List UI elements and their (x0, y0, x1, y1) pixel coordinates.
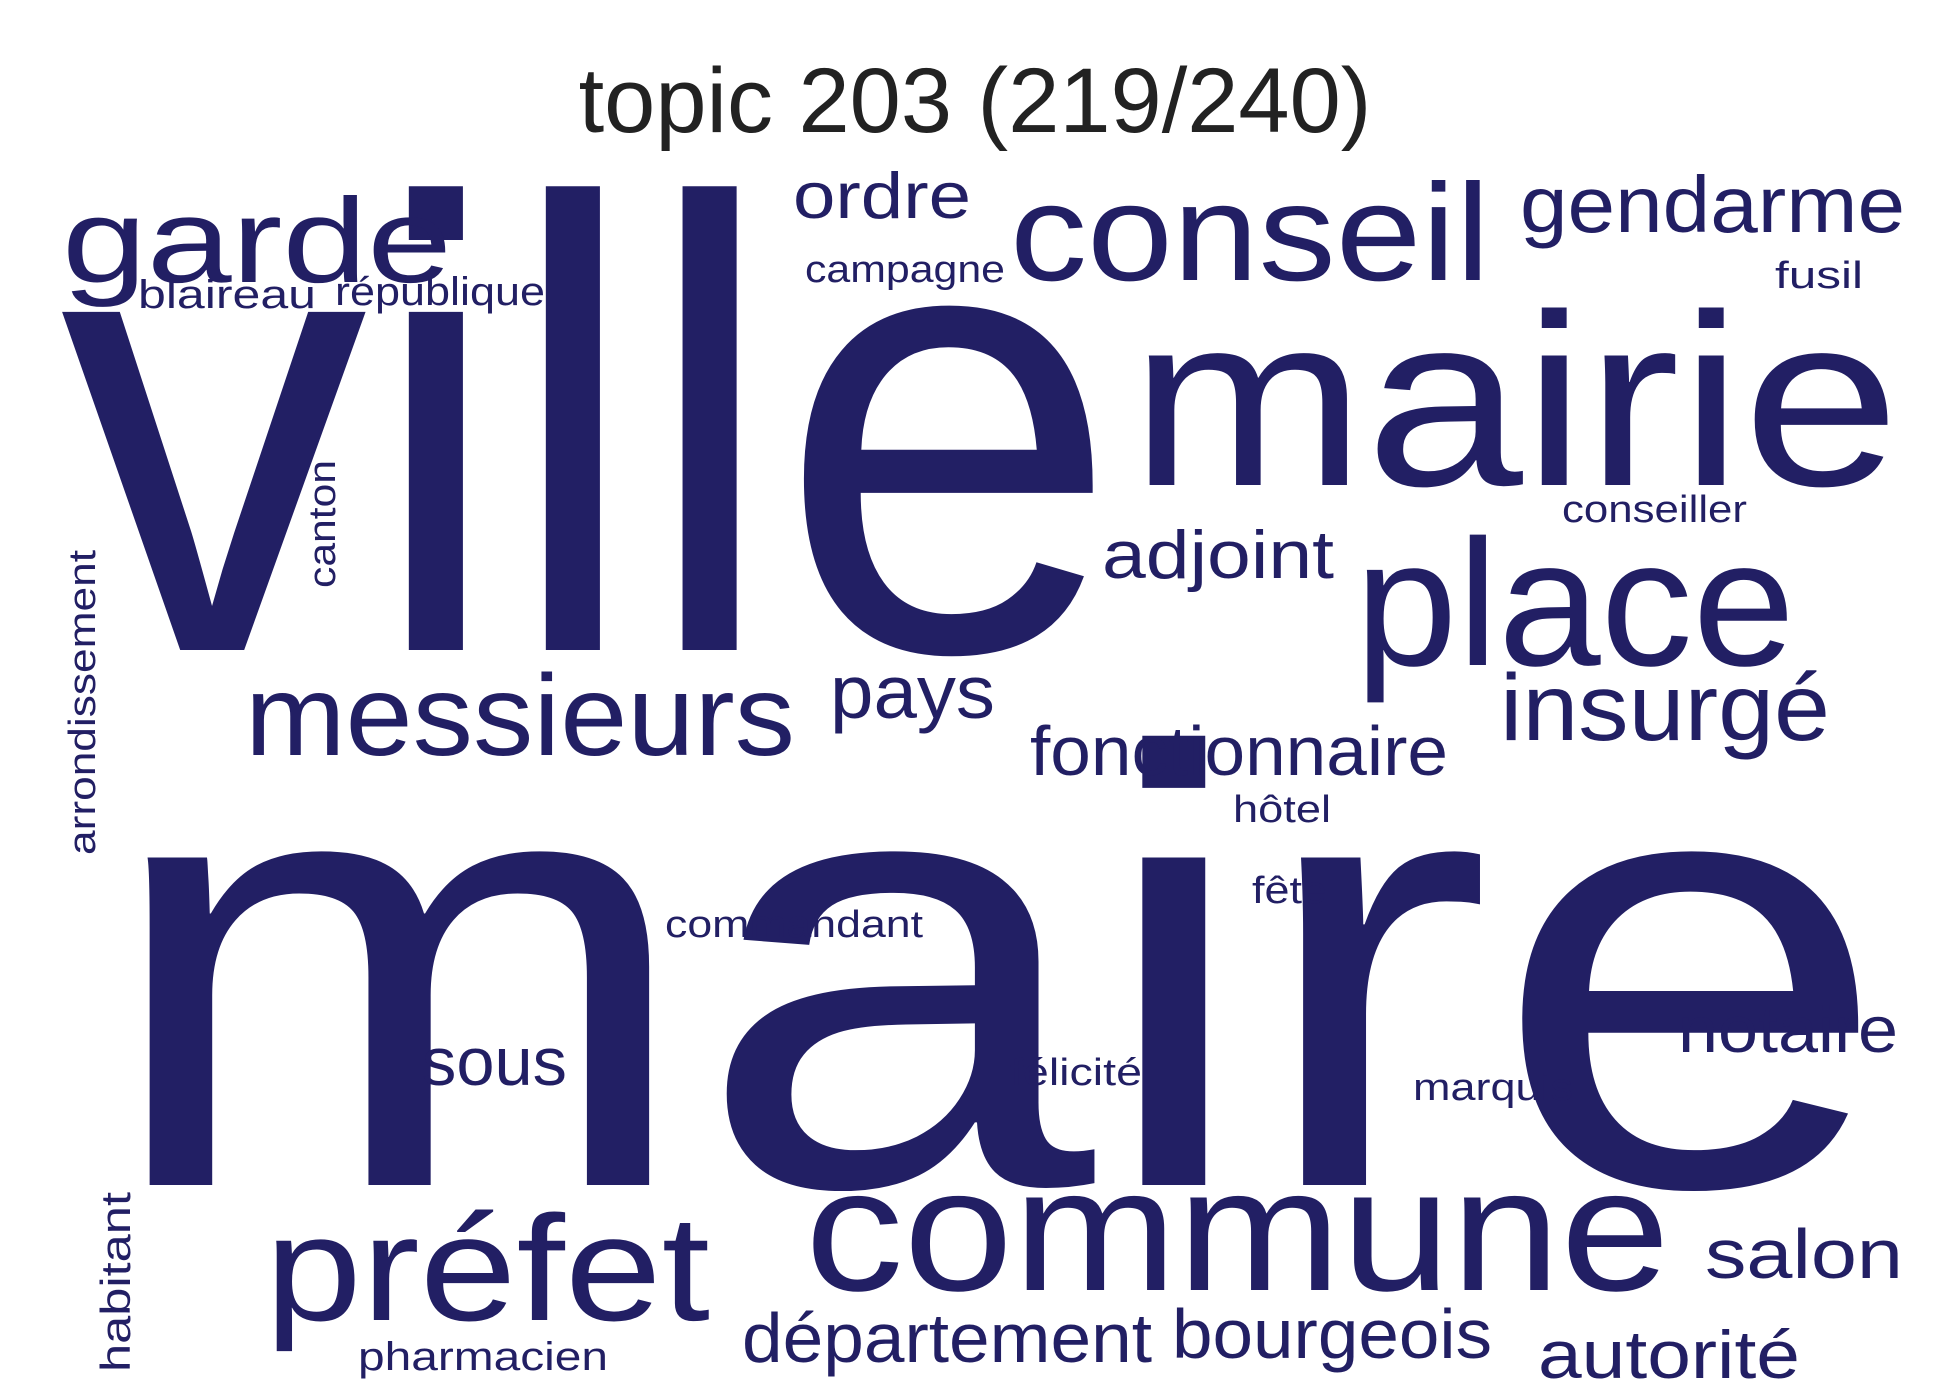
word-habitant: habitant (92, 1192, 139, 1372)
word-mairie: mairie (1130, 263, 1900, 537)
word-pharmacien: pharmacien (358, 1335, 608, 1379)
word-blaireau: blaireau (138, 273, 316, 317)
word-commandant: commandant (665, 904, 924, 946)
word-conseiller: conseiller (1562, 489, 1747, 531)
word-conseil: conseil (1010, 156, 1490, 310)
word-gendarme: gendarme (1520, 160, 1905, 249)
word-messieurs: messieurs (245, 652, 795, 780)
word-canton: canton (302, 460, 344, 588)
word-autorite: autorité (1538, 1317, 1800, 1393)
word-commune: commune (805, 1133, 1670, 1328)
word-salon: salon (1705, 1215, 1903, 1293)
word-sous: sous (422, 1024, 567, 1100)
word-departement: département (742, 1299, 1152, 1377)
word-prefet: préfet (265, 1184, 710, 1352)
word-hotel: hôtel (1233, 789, 1331, 831)
word-fonctionnaire: fonctionnaire (1030, 712, 1448, 790)
word-bourgeois: bourgeois (1172, 1295, 1492, 1373)
word-adjoint: adjoint (1102, 517, 1334, 593)
word-insurge: insurgé (1500, 655, 1830, 761)
word-campagne: campagne (805, 249, 1005, 291)
word-fusil: fusil (1775, 255, 1863, 297)
word-ville: ville (60, 71, 1120, 786)
word-maire: maire (100, 625, 1890, 1317)
word-fete: fête (1252, 870, 1327, 912)
chart-title: topic 203 (219/240) (579, 50, 1372, 152)
word-pays: pays (830, 650, 995, 734)
word-marquis: marquis (1413, 1067, 1573, 1109)
word-place: place (1355, 503, 1795, 704)
word-republique: république (335, 270, 545, 314)
word-ordre: ordre (793, 159, 971, 232)
word-notaire: notaire (1678, 993, 1898, 1066)
word-felicite: félicité (1010, 1052, 1142, 1094)
word-arrondissement: arrondissement (62, 549, 104, 855)
word-garde: garde (62, 174, 452, 308)
